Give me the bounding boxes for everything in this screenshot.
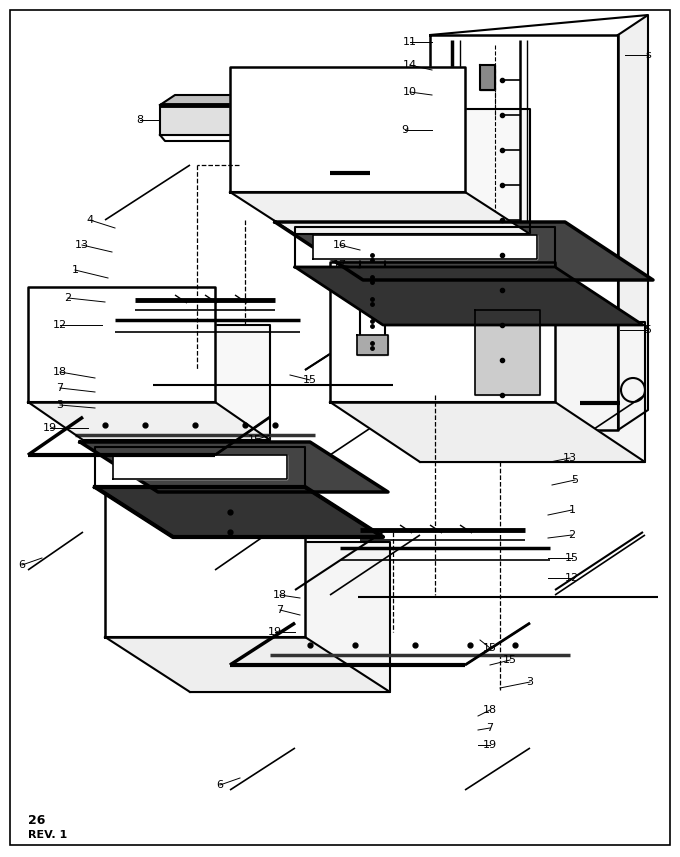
Text: 2: 2 xyxy=(568,530,575,540)
Polygon shape xyxy=(230,67,465,192)
Text: 1: 1 xyxy=(568,505,575,515)
Polygon shape xyxy=(618,15,648,430)
Text: 7: 7 xyxy=(277,605,284,615)
Polygon shape xyxy=(330,262,555,402)
Polygon shape xyxy=(480,65,495,90)
Polygon shape xyxy=(28,402,270,440)
Polygon shape xyxy=(95,487,383,537)
Text: 3: 3 xyxy=(56,400,63,410)
Text: 19: 19 xyxy=(483,740,497,750)
Text: 6: 6 xyxy=(216,780,224,790)
Text: 7: 7 xyxy=(56,383,63,393)
Polygon shape xyxy=(295,227,555,267)
Polygon shape xyxy=(295,267,643,325)
Text: 2: 2 xyxy=(65,293,71,303)
Text: 7: 7 xyxy=(486,723,494,733)
Polygon shape xyxy=(83,325,270,440)
Text: 6: 6 xyxy=(18,560,26,570)
Text: REV. 1: REV. 1 xyxy=(28,830,67,840)
Text: 13: 13 xyxy=(75,240,89,250)
Text: 16: 16 xyxy=(333,240,347,250)
Polygon shape xyxy=(105,487,305,637)
Text: 19: 19 xyxy=(43,423,57,433)
Text: 14: 14 xyxy=(403,60,417,70)
Polygon shape xyxy=(230,192,530,234)
Polygon shape xyxy=(475,310,540,395)
Polygon shape xyxy=(160,95,295,105)
Polygon shape xyxy=(160,105,280,135)
Text: 18: 18 xyxy=(273,590,287,600)
Polygon shape xyxy=(95,447,305,487)
Text: 17: 17 xyxy=(333,260,347,270)
Text: s: s xyxy=(645,50,651,60)
Text: 15: 15 xyxy=(483,643,497,653)
Text: 15: 15 xyxy=(565,553,579,563)
Text: 1: 1 xyxy=(71,265,78,275)
Polygon shape xyxy=(420,322,645,462)
Text: 18: 18 xyxy=(483,705,497,715)
Text: 12: 12 xyxy=(53,320,67,330)
Polygon shape xyxy=(80,442,388,492)
Text: 9: 9 xyxy=(401,125,409,135)
Polygon shape xyxy=(295,109,530,234)
Text: 19: 19 xyxy=(268,627,282,637)
Text: 15: 15 xyxy=(303,375,317,385)
Polygon shape xyxy=(360,240,385,355)
Text: 11: 11 xyxy=(403,37,417,47)
Polygon shape xyxy=(330,402,645,462)
Polygon shape xyxy=(113,455,287,479)
Text: 4: 4 xyxy=(86,215,94,225)
Text: 12: 12 xyxy=(565,573,579,583)
Polygon shape xyxy=(280,95,295,135)
Polygon shape xyxy=(105,637,390,692)
Polygon shape xyxy=(357,335,388,355)
Polygon shape xyxy=(313,235,537,259)
Text: 15: 15 xyxy=(503,655,517,665)
Text: 5: 5 xyxy=(571,475,579,485)
Text: 3: 3 xyxy=(526,677,534,687)
Polygon shape xyxy=(95,487,383,537)
Text: 13: 13 xyxy=(563,453,577,463)
Text: 18: 18 xyxy=(53,367,67,377)
Text: 26: 26 xyxy=(28,813,46,826)
Polygon shape xyxy=(289,95,295,103)
Text: 8: 8 xyxy=(137,115,143,125)
Polygon shape xyxy=(190,542,390,692)
Polygon shape xyxy=(275,222,653,280)
Text: 5: 5 xyxy=(645,325,651,335)
Polygon shape xyxy=(430,35,618,430)
Text: 10: 10 xyxy=(403,87,417,97)
Polygon shape xyxy=(28,287,215,402)
Text: 15: 15 xyxy=(248,435,262,445)
